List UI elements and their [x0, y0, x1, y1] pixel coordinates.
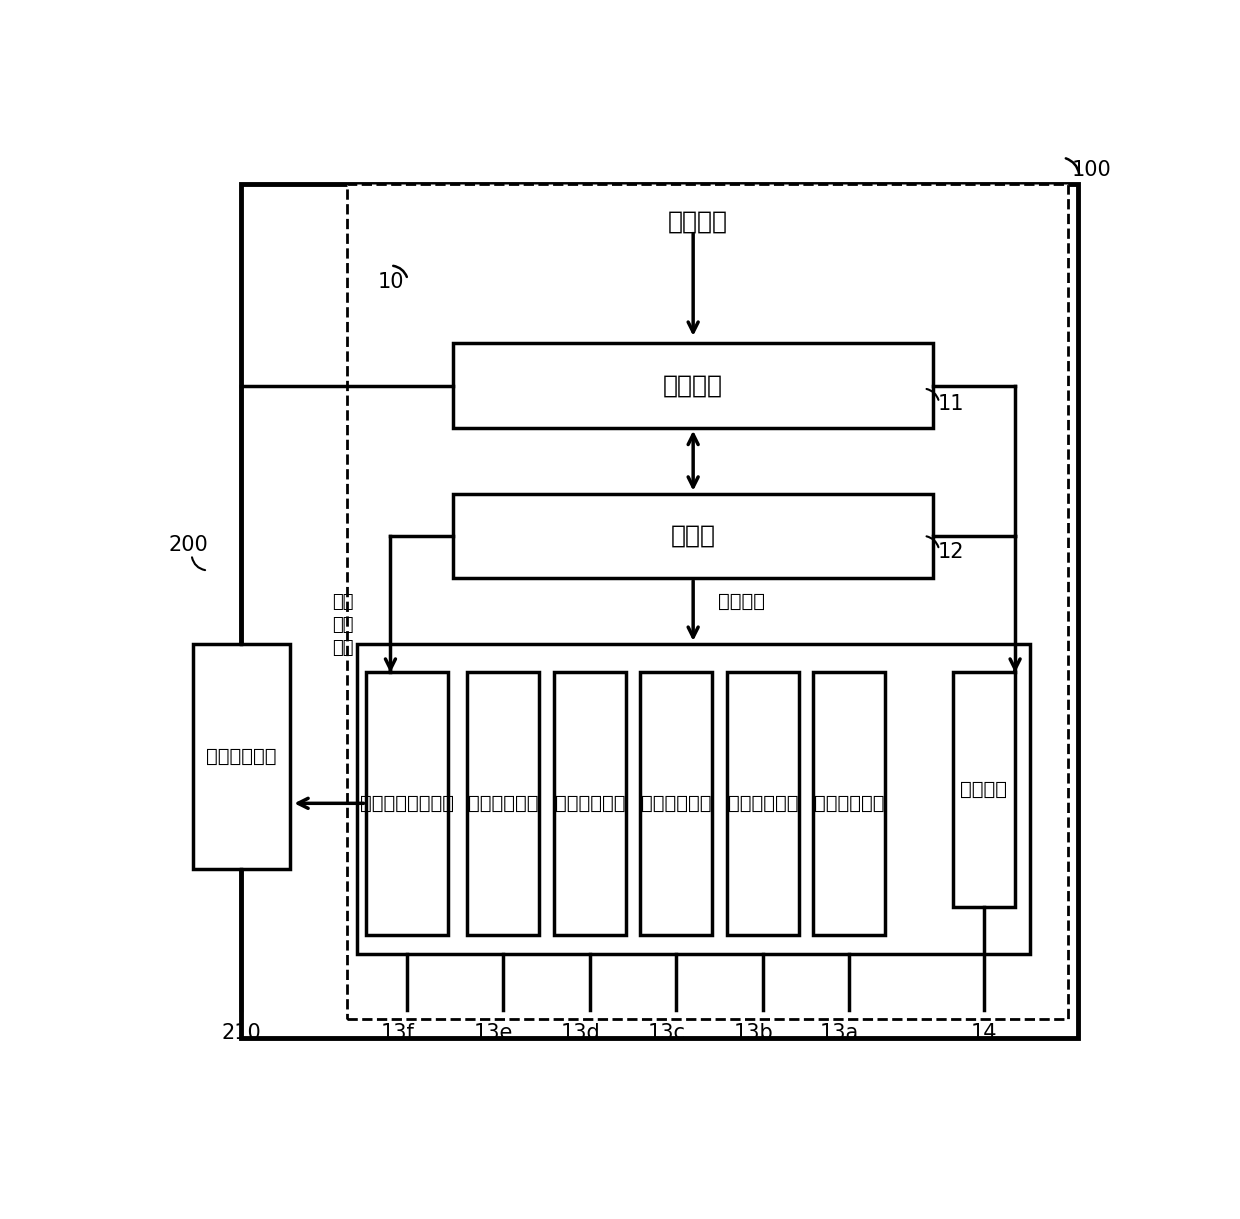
Text: 13c: 13c — [647, 1023, 686, 1043]
FancyBboxPatch shape — [193, 644, 290, 869]
Text: 报警元件: 报警元件 — [960, 780, 1007, 798]
Text: 13d: 13d — [560, 1023, 600, 1043]
FancyBboxPatch shape — [554, 672, 626, 935]
Text: 11: 11 — [937, 395, 963, 414]
Text: 14: 14 — [971, 1023, 997, 1043]
Text: 12: 12 — [937, 541, 963, 562]
Text: 前后轴驱动器: 前后轴驱动器 — [554, 794, 625, 813]
Text: 10: 10 — [377, 272, 404, 293]
Text: 人机界面: 人机界面 — [663, 374, 723, 397]
Text: 交流伺服电机: 交流伺服电机 — [206, 747, 277, 766]
Text: 13a: 13a — [820, 1023, 859, 1043]
Text: 100: 100 — [1073, 160, 1112, 179]
FancyBboxPatch shape — [357, 644, 1029, 953]
Text: 伺服张力器驱动器: 伺服张力器驱动器 — [361, 794, 454, 813]
Text: 换极轴驱动器: 换极轴驱动器 — [815, 794, 884, 813]
FancyBboxPatch shape — [347, 184, 1068, 1019]
Text: 绕线轴驱动器: 绕线轴驱动器 — [469, 794, 538, 813]
Text: 张力: 张力 — [331, 592, 353, 611]
Text: 调整: 调整 — [331, 616, 353, 634]
FancyBboxPatch shape — [640, 672, 712, 935]
Text: 200: 200 — [169, 535, 208, 555]
FancyBboxPatch shape — [727, 672, 799, 935]
Text: 210: 210 — [222, 1023, 262, 1043]
Text: 绕线指令: 绕线指令 — [718, 592, 765, 611]
Text: 控制器: 控制器 — [671, 524, 715, 547]
FancyBboxPatch shape — [952, 672, 1016, 907]
FancyBboxPatch shape — [813, 672, 885, 935]
Text: 13f: 13f — [381, 1023, 414, 1043]
Text: 13b: 13b — [733, 1023, 773, 1043]
FancyBboxPatch shape — [453, 494, 934, 578]
FancyBboxPatch shape — [242, 184, 1078, 1039]
Text: 13e: 13e — [474, 1023, 513, 1043]
FancyBboxPatch shape — [467, 672, 539, 935]
Text: 排程参数: 排程参数 — [668, 210, 728, 233]
FancyBboxPatch shape — [453, 344, 934, 428]
Text: 指令: 指令 — [331, 640, 353, 657]
FancyBboxPatch shape — [367, 672, 448, 935]
Text: 左右轴驱动器: 左右轴驱动器 — [728, 794, 799, 813]
Text: 上下轴驱动器: 上下轴驱动器 — [641, 794, 712, 813]
